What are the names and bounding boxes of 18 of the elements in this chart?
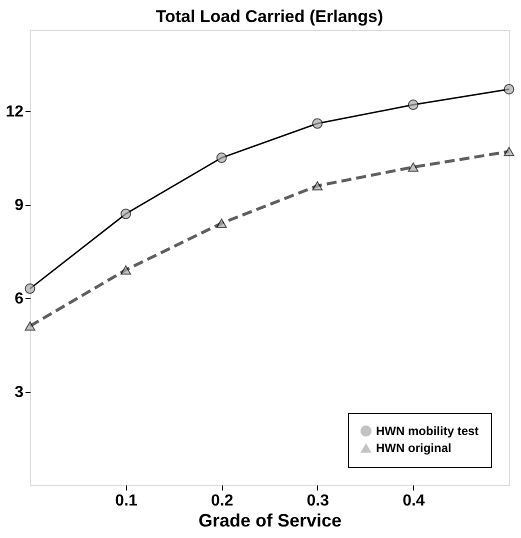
chart-title: Total Load Carried (Erlangs) xyxy=(156,7,384,26)
point xyxy=(120,208,132,220)
legend-label: HWN mobility test xyxy=(376,424,479,438)
point xyxy=(24,283,36,294)
point xyxy=(312,118,323,129)
x-tick-label: 0.3 xyxy=(306,492,330,510)
y-tick-label: 3 xyxy=(14,384,24,402)
point xyxy=(504,84,514,94)
point xyxy=(408,100,418,110)
x-tick-label: 0.2 xyxy=(210,492,234,510)
x-tick-label: 0.1 xyxy=(115,492,138,510)
y-tick-label: 9 xyxy=(14,197,24,214)
legend-label: HWN original xyxy=(376,441,452,455)
x-tick-label: 0.4 xyxy=(402,492,425,510)
point xyxy=(216,152,227,164)
x-axis-title: Grade of Service xyxy=(198,510,342,530)
y-tick-label: 12 xyxy=(6,104,24,121)
y-tick-label: 6 xyxy=(14,290,24,308)
